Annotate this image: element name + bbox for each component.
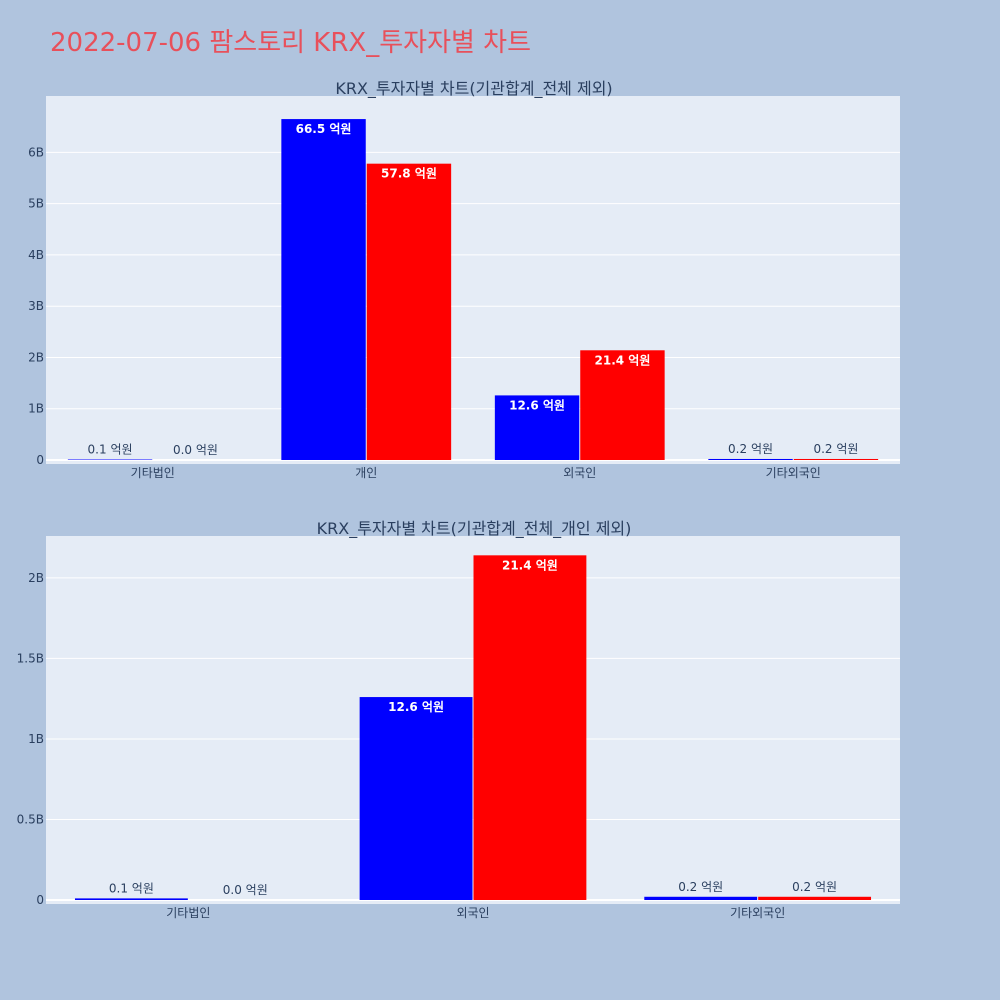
bar[interactable] xyxy=(494,395,580,460)
bar[interactable] xyxy=(793,458,879,460)
bar-data-label: 0.0 억원 xyxy=(173,443,218,457)
page-title: 2022-07-06 팜스토리 KRX_투자자별 차트 xyxy=(50,28,532,58)
bar-data-label: 12.6 억원 xyxy=(388,700,444,714)
bar[interactable] xyxy=(67,459,153,460)
bar-data-label: 0.2 억원 xyxy=(728,442,773,456)
y-tick-label: 0 xyxy=(36,893,44,907)
y-tick-label: 1B xyxy=(28,732,44,746)
y-tick-label: 1B xyxy=(28,402,44,416)
bar-data-label: 66.5 억원 xyxy=(296,122,352,136)
bar-data-label: 0.0 억원 xyxy=(223,883,268,897)
bar-data-label: 0.2 억원 xyxy=(813,442,858,456)
bar[interactable] xyxy=(758,896,872,900)
y-tick-label: 0.5B xyxy=(17,812,44,826)
bar[interactable] xyxy=(644,896,758,900)
bar[interactable] xyxy=(473,555,587,900)
bar[interactable] xyxy=(708,458,793,460)
y-tick-label: 5B xyxy=(28,197,44,211)
x-tick-label: 기타법인 xyxy=(166,906,210,920)
x-tick-label: 외국인 xyxy=(563,466,596,480)
plot-area-1 xyxy=(46,96,900,464)
chart-title: KRX_투자자별 차트(기관합계_전체_개인 제외) xyxy=(317,519,632,539)
bar[interactable] xyxy=(580,350,665,460)
y-tick-label: 4B xyxy=(28,248,44,262)
bar[interactable] xyxy=(281,119,366,460)
bar-data-label: 0.1 억원 xyxy=(109,881,154,895)
y-tick-label: 3B xyxy=(28,299,44,313)
y-tick-label: 2B xyxy=(28,350,44,364)
chart-title: KRX_투자자별 차트(기관합계_전체 제외) xyxy=(335,79,612,99)
bar[interactable] xyxy=(359,697,473,900)
bar-data-label: 0.2 억원 xyxy=(792,880,837,894)
x-tick-label: 기타외국인 xyxy=(766,466,821,480)
y-tick-label: 2B xyxy=(28,571,44,585)
bar[interactable] xyxy=(366,163,452,461)
bar-data-label: 57.8 억원 xyxy=(381,167,437,181)
bar-data-label: 0.2 억원 xyxy=(678,880,723,894)
y-tick-label: 0 xyxy=(36,453,44,467)
x-tick-label: 기타법인 xyxy=(131,466,175,480)
plot-area-2 xyxy=(46,536,900,904)
y-tick-label: 6B xyxy=(28,145,44,159)
x-tick-label: 기타외국인 xyxy=(730,906,785,920)
x-tick-label: 개인 xyxy=(355,466,377,480)
bar-data-label: 21.4 억원 xyxy=(595,353,651,367)
bar-data-label: 21.4 억원 xyxy=(502,558,558,572)
x-tick-label: 외국인 xyxy=(456,906,489,920)
bar-data-label: 12.6 억원 xyxy=(509,398,565,412)
bar-data-label: 0.1 억원 xyxy=(88,442,133,456)
bar[interactable] xyxy=(74,898,188,900)
y-tick-label: 1.5B xyxy=(17,651,44,665)
